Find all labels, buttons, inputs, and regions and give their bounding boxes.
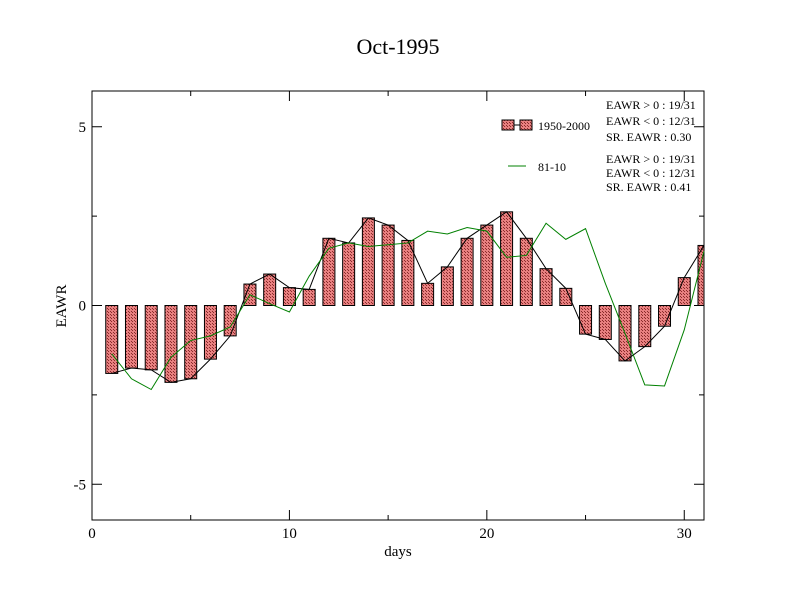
bar-day-17 <box>421 282 435 306</box>
x-axis-label: days <box>384 544 412 560</box>
bar-day-13 <box>342 242 356 306</box>
bar-day-18 <box>440 266 454 307</box>
bar-day-9 <box>263 273 277 307</box>
stat-pos-1950-2000: EAWR > 0 : 19/31 <box>606 98 696 112</box>
bar-day-19 <box>460 237 474 306</box>
bar-day-30 <box>677 277 691 306</box>
bar-day-10 <box>282 287 296 306</box>
bar-day-3 <box>144 305 158 371</box>
bar-day-28 <box>638 305 652 348</box>
bar-day-1 <box>105 305 119 374</box>
legend-label-81-10: 81-10 <box>538 160 566 174</box>
chart-title: Oct-1995 <box>356 34 439 59</box>
stat-neg-81-10: EAWR < 0 : 12/31 <box>606 166 696 180</box>
bar-day-25 <box>579 305 593 335</box>
bar-day-4 <box>164 305 178 383</box>
line-1950-2000 <box>111 211 705 383</box>
x-tick-label: 20 <box>479 526 494 542</box>
stat-sr-81-10: SR. EAWR : 0.41 <box>606 180 691 194</box>
x-tick-label: 0 <box>88 526 96 542</box>
bar-day-14 <box>361 217 375 307</box>
stat-neg-1950-2000: EAWR < 0 : 12/31 <box>606 114 696 128</box>
bar-day-6 <box>203 305 217 360</box>
legend-bar-swatch-left <box>501 119 515 131</box>
y-tick-label: 0 <box>79 299 87 315</box>
x-tick-label: 30 <box>677 526 692 542</box>
stat-pos-81-10: EAWR > 0 : 19/31 <box>606 152 696 166</box>
legend-bar-swatch-right <box>519 119 533 131</box>
legend-label-1950-2000: 1950-2000 <box>538 119 590 133</box>
bar-day-11 <box>302 288 316 307</box>
x-tick-label: 10 <box>282 526 297 542</box>
stat-sr-1950-2000: SR. EAWR : 0.30 <box>606 130 691 144</box>
bar-day-23 <box>539 268 553 306</box>
bar-day-5 <box>184 305 198 380</box>
y-tick-label: -5 <box>74 477 87 493</box>
bar-day-21 <box>500 211 514 307</box>
bar-day-15 <box>381 224 395 306</box>
bar-day-26 <box>598 305 612 340</box>
line-81-10 <box>111 222 705 391</box>
y-tick-label: 5 <box>79 120 87 136</box>
y-axis-label: EAWR <box>54 285 70 328</box>
bar-day-2 <box>124 305 138 369</box>
